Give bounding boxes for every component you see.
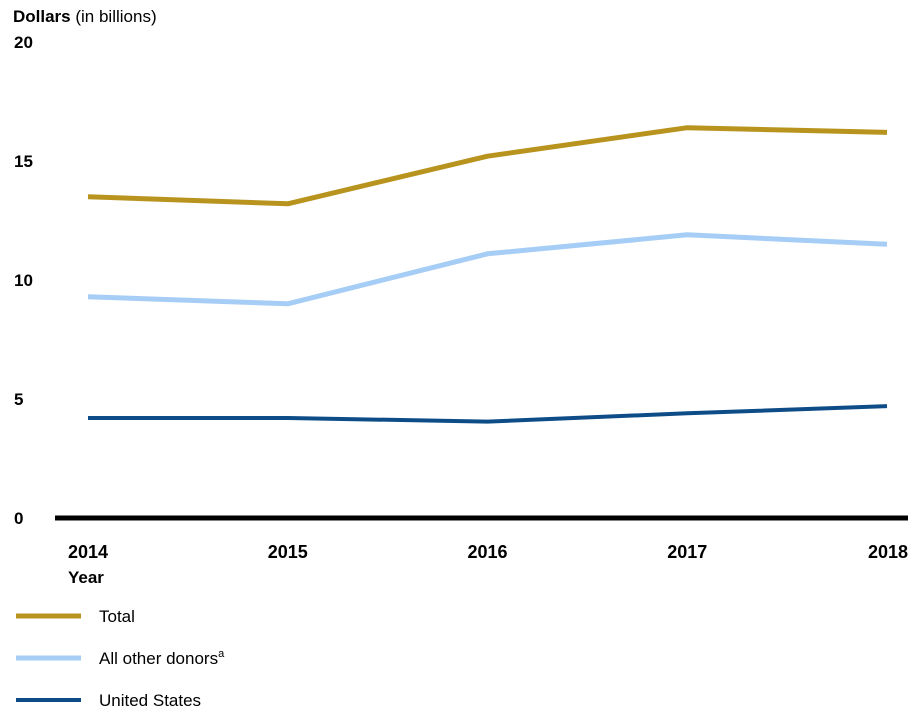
y-tick-label: 15 bbox=[14, 152, 33, 171]
series-line bbox=[87, 125, 888, 207]
x-axis-ticks: 2014 2015 2016 2017 2018 bbox=[68, 542, 908, 562]
x-tick-label: 2017 bbox=[667, 542, 707, 562]
y-axis-label-bold: Dollars bbox=[13, 7, 71, 26]
x-tick-label: 2016 bbox=[467, 542, 507, 562]
series-lines bbox=[87, 125, 888, 424]
legend-label: Total bbox=[99, 607, 135, 626]
x-tick-label: 2014 bbox=[68, 542, 108, 562]
y-axis-label-unit: (in billions) bbox=[71, 7, 157, 26]
legend-label-sup: a bbox=[218, 648, 225, 660]
legend: Total All other donorsa United States bbox=[16, 607, 225, 710]
x-tick-label: 2015 bbox=[268, 542, 308, 562]
legend-label: United States bbox=[99, 691, 201, 710]
y-tick-label: 10 bbox=[14, 271, 33, 290]
y-axis-label: Dollars (in billions) bbox=[13, 7, 157, 26]
y-axis-ticks: 0 5 10 15 20 bbox=[14, 33, 33, 528]
y-tick-label: 20 bbox=[14, 33, 33, 52]
y-tick-label: 0 bbox=[14, 509, 23, 528]
x-axis-label: Year bbox=[68, 568, 104, 587]
legend-label: All other donorsa bbox=[99, 648, 225, 668]
y-tick-label: 5 bbox=[14, 390, 23, 409]
x-tick-label: 2018 bbox=[868, 542, 908, 562]
series-line bbox=[88, 404, 888, 424]
series-line bbox=[87, 232, 888, 307]
